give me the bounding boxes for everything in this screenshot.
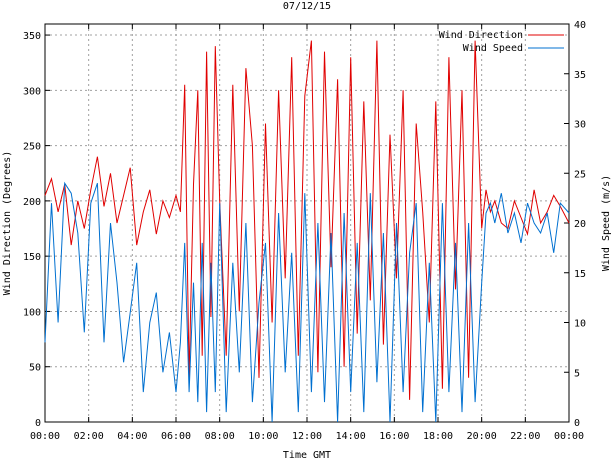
series-wind-speed	[44, 181, 570, 423]
x-tick-label: 08:00	[205, 431, 235, 442]
y-right-tick-label: 15	[574, 269, 586, 280]
x-tick-label: 18:00	[423, 431, 453, 442]
legend-label-wind-speed: Wind Speed	[463, 43, 523, 54]
y-right-tick-label: 10	[574, 319, 586, 330]
x-tick-label: 00:00	[554, 431, 584, 442]
y-right-tick-label: 20	[574, 219, 586, 230]
x-axis-label: Time GMT	[283, 450, 331, 459]
y-left-tick-label: 100	[23, 307, 41, 318]
x-tick-label: 16:00	[379, 431, 409, 442]
x-tick-label: 14:00	[336, 431, 366, 442]
series-wind-direction	[44, 40, 570, 400]
y-left-tick-label: 250	[23, 142, 41, 153]
y-right-tick-label: 5	[574, 368, 580, 379]
y-right-tick-label: 30	[574, 120, 586, 131]
y-axis-right: 0 5 10 15 20 25 30 35 40	[564, 20, 586, 429]
x-tick-label: 10:00	[248, 431, 278, 442]
y-right-tick-label: 0	[574, 418, 580, 429]
y-axis-left-label: Wind Direction (Degrees)	[2, 151, 13, 296]
x-tick-label: 00:00	[30, 431, 60, 442]
x-axis: 00:00 02:00 04:00 06:00 08:00 10:00 12:00 14:00…	[30, 24, 584, 442]
y-left-tick-label: 0	[35, 418, 41, 429]
x-tick-label: 12:00	[292, 431, 322, 442]
y-right-tick-label: 25	[574, 169, 586, 180]
series-lines	[44, 40, 570, 423]
y-left-tick-label: 150	[23, 252, 41, 263]
chart-title: 07/12/15	[283, 1, 331, 12]
y-left-tick-label: 200	[23, 197, 41, 208]
y-right-tick-label: 35	[574, 70, 586, 81]
grid	[45, 24, 569, 422]
legend-label-wind-direction: Wind Direction	[439, 30, 523, 41]
y-axis-left: 0 50 100 150 200 250 300 350	[23, 31, 50, 429]
y-left-tick-label: 350	[23, 31, 41, 42]
legend: Wind Direction Wind Speed	[439, 30, 564, 54]
x-tick-label: 22:00	[510, 431, 540, 442]
y-right-tick-label: 40	[574, 20, 586, 31]
x-tick-label: 06:00	[161, 431, 191, 442]
y-axis-right-label: Wind Speed (m/s)	[601, 175, 611, 271]
y-left-tick-label: 50	[29, 363, 41, 374]
x-tick-label: 04:00	[117, 431, 147, 442]
y-left-tick-label: 300	[23, 86, 41, 97]
x-tick-label: 20:00	[467, 431, 497, 442]
x-tick-label: 02:00	[74, 431, 104, 442]
